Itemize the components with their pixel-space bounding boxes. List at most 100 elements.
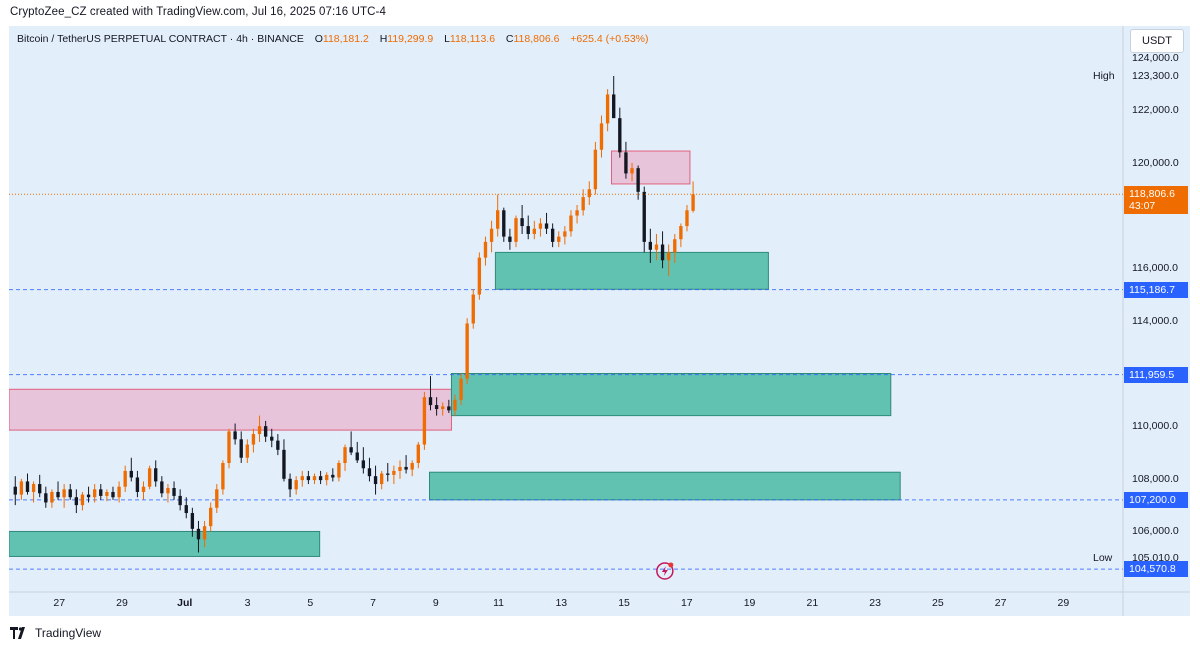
candle-body-108 bbox=[673, 239, 677, 253]
candle-body-46 bbox=[294, 480, 298, 490]
candle-body-107 bbox=[666, 252, 671, 261]
candle-body-55 bbox=[349, 447, 353, 453]
price-tick-label: 116,000.0 bbox=[1132, 262, 1178, 275]
candle-body-65 bbox=[410, 463, 414, 470]
candle-body-8 bbox=[62, 489, 66, 498]
candle-body-11 bbox=[80, 494, 85, 506]
candle-body-68 bbox=[428, 397, 433, 406]
price-tick-label: 124,000.0 bbox=[1132, 51, 1179, 64]
candle-body-53 bbox=[337, 463, 341, 478]
candle-body-0 bbox=[13, 486, 17, 495]
candle-body-32 bbox=[209, 507, 213, 527]
candle-body-86 bbox=[538, 223, 543, 229]
currency-button[interactable]: USDT bbox=[1130, 29, 1184, 53]
tradingview-logo-icon bbox=[10, 627, 25, 639]
price-tick-label: 114,000.0 bbox=[1132, 314, 1178, 327]
change-value: +625.4 (+0.53%) bbox=[570, 33, 649, 45]
candle-body-89 bbox=[557, 236, 561, 242]
footer-brand: TradingView bbox=[10, 626, 101, 640]
demand-zone-4 bbox=[428, 471, 901, 501]
time-tick-label: 19 bbox=[743, 597, 756, 609]
candle-body-52 bbox=[331, 474, 335, 478]
candle-body-13 bbox=[92, 489, 97, 498]
candle-body-57 bbox=[361, 460, 366, 469]
candle-body-36 bbox=[233, 431, 237, 440]
candle-body-84 bbox=[526, 226, 530, 234]
alert-dot-icon bbox=[668, 562, 674, 568]
close-label: C bbox=[505, 33, 514, 45]
candle-body-17 bbox=[117, 486, 121, 498]
candle-body-88 bbox=[550, 228, 555, 242]
candle-body-66 bbox=[416, 444, 420, 464]
candle-body-60 bbox=[379, 473, 384, 485]
candle-body-61 bbox=[386, 473, 390, 475]
candle-body-1 bbox=[19, 481, 24, 495]
candle-body-49 bbox=[312, 476, 317, 481]
candle-body-22 bbox=[147, 468, 152, 487]
candlestick-chart[interactable] bbox=[9, 26, 1190, 616]
candle-body-44 bbox=[282, 449, 286, 479]
candle-body-15 bbox=[105, 491, 109, 496]
candle-body-97 bbox=[605, 94, 610, 124]
candle-body-73 bbox=[459, 378, 463, 400]
candle-body-109 bbox=[679, 226, 683, 240]
candle-body-104 bbox=[648, 241, 653, 250]
candle-body-18 bbox=[123, 470, 127, 487]
supply-zone-0 bbox=[9, 388, 452, 431]
time-tick-label: 25 bbox=[932, 597, 944, 609]
alert-bolt-icon bbox=[661, 565, 668, 576]
candle-body-99 bbox=[618, 118, 622, 153]
candle-body-92 bbox=[575, 210, 579, 216]
candle-body-21 bbox=[141, 486, 146, 492]
candle-body-67 bbox=[422, 397, 427, 445]
candle-body-50 bbox=[318, 476, 323, 481]
candle-body-80 bbox=[502, 210, 506, 237]
candle-body-71 bbox=[447, 406, 451, 411]
chart-panel[interactable]: Bitcoin / TetherUS PERPETUAL CONTRACT · … bbox=[9, 26, 1190, 616]
candle-body-31 bbox=[202, 526, 207, 540]
price-level-tag: 115,186.7 bbox=[1124, 281, 1188, 298]
candle-body-95 bbox=[593, 149, 598, 190]
candle-body-16 bbox=[111, 491, 115, 498]
current-price-tag: 118,806.6 43:07 bbox=[1124, 186, 1188, 215]
candle-body-110 bbox=[685, 210, 689, 227]
candle-body-39 bbox=[251, 434, 256, 445]
candle-body-96 bbox=[599, 123, 604, 150]
time-tick-label: Jul bbox=[177, 597, 193, 609]
candle-body-29 bbox=[190, 513, 195, 529]
time-tick-label: 21 bbox=[806, 597, 819, 609]
time-tick-label: 9 bbox=[432, 597, 439, 609]
candle-body-85 bbox=[532, 228, 537, 234]
price-tick-label: 110,000.0 bbox=[1132, 420, 1178, 433]
candle-body-81 bbox=[508, 236, 512, 242]
demand-zone-3 bbox=[450, 372, 892, 417]
price-axis[interactable]: 124,000.0 122,000.0 120,000.0 116,000.0 114,… bbox=[1123, 26, 1190, 616]
candle-body-51 bbox=[325, 474, 329, 481]
open-label: O bbox=[314, 33, 323, 45]
candle-body-82 bbox=[514, 218, 518, 242]
candle-body-2 bbox=[25, 481, 30, 492]
low-price-label: 105,010.0 bbox=[1132, 551, 1179, 564]
time-tick-label: 15 bbox=[618, 597, 630, 609]
time-tick-label: 7 bbox=[370, 597, 376, 609]
candle-body-62 bbox=[392, 470, 396, 475]
high-marker-label: High bbox=[1093, 70, 1115, 83]
symbol-title: Bitcoin / TetherUS PERPETUAL CONTRACT · … bbox=[17, 33, 304, 45]
candle-body-58 bbox=[367, 468, 372, 477]
price-tick-label: 108,000.0 bbox=[1132, 472, 1179, 485]
time-tick-label: 11 bbox=[493, 597, 504, 609]
candle-body-69 bbox=[434, 405, 439, 410]
candle-body-56 bbox=[355, 452, 359, 461]
candle-body-102 bbox=[636, 168, 640, 192]
candle-body-19 bbox=[129, 470, 133, 478]
candle-body-37 bbox=[239, 439, 243, 458]
candle-body-111 bbox=[691, 194, 695, 211]
candle-body-91 bbox=[569, 215, 573, 232]
high-price-label: 123,300.0 bbox=[1132, 70, 1179, 83]
candle-body-101 bbox=[630, 168, 634, 174]
candle-body-43 bbox=[276, 440, 280, 450]
candle-body-79 bbox=[496, 210, 500, 229]
candle-body-103 bbox=[642, 191, 646, 242]
high-label: H bbox=[379, 33, 388, 45]
close-value: 118,806.6 bbox=[513, 33, 560, 45]
